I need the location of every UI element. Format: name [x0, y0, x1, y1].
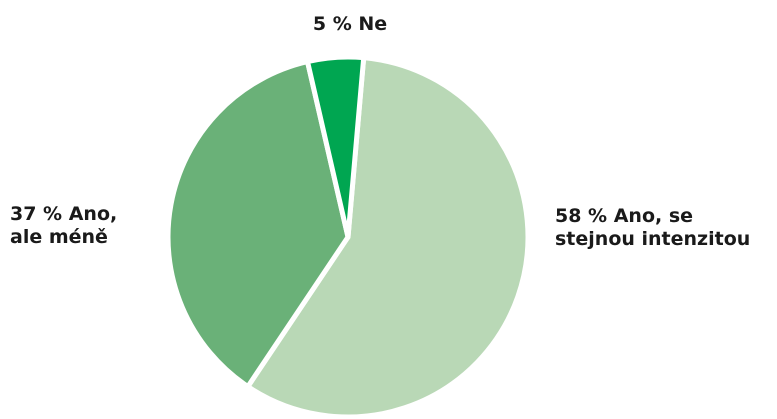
pie-slices — [165, 54, 531, 419]
pie-labels: 58 % Ano, se stejnou intenzitou 37 % Ano, a… — [10, 13, 750, 250]
slice-label-0-line-1: stejnou intenzitou — [555, 228, 750, 250]
slice-label-1: 37 % Ano, ale méně — [10, 203, 117, 248]
slice-label-2: 5 % Ne — [313, 13, 387, 35]
pie-slice-2 — [305, 54, 367, 240]
pie-slice-1 — [165, 59, 351, 390]
slice-label-2-line-0: 5 % Ne — [313, 13, 387, 35]
slice-label-1-line-0: 37 % Ano, — [10, 203, 117, 225]
slice-label-0: 58 % Ano, se stejnou intenzitou — [555, 205, 750, 250]
slice-label-1-line-1: ale méně — [10, 226, 108, 248]
slice-label-0-line-0: 58 % Ano, se — [555, 205, 693, 227]
